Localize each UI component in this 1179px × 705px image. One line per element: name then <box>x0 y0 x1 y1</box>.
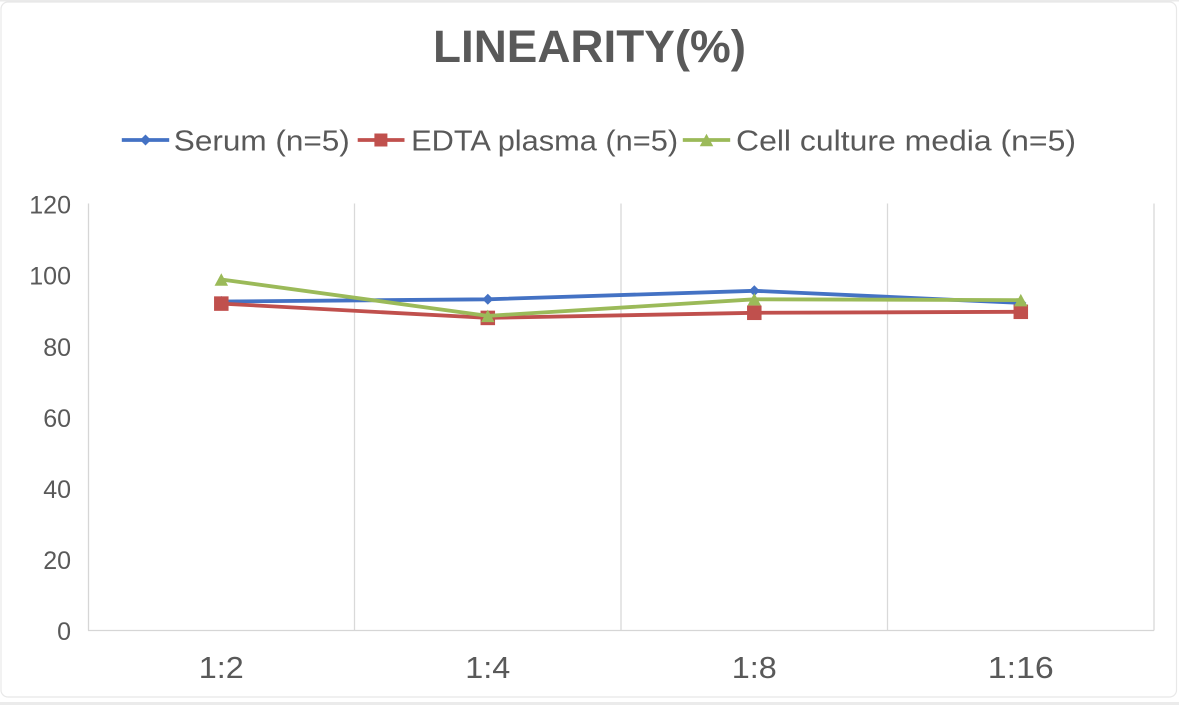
svg-text:1:4: 1:4 <box>465 650 510 685</box>
svg-text:120: 120 <box>29 192 71 220</box>
svg-text:Serum (n=5): Serum (n=5) <box>174 126 350 158</box>
svg-text:1:8: 1:8 <box>732 650 777 685</box>
svg-text:EDTA plasma (n=5): EDTA plasma (n=5) <box>411 126 678 158</box>
svg-text:100: 100 <box>29 263 71 291</box>
svg-text:20: 20 <box>43 547 71 575</box>
svg-text:40: 40 <box>43 476 71 504</box>
svg-text:1:16: 1:16 <box>988 650 1054 685</box>
svg-text:Cell culture media (n=5): Cell culture media (n=5) <box>736 126 1076 158</box>
svg-text:LINEARITY(%): LINEARITY(%) <box>433 21 746 72</box>
svg-text:60: 60 <box>43 405 71 433</box>
svg-text:80: 80 <box>43 334 71 362</box>
svg-text:1:2: 1:2 <box>199 650 244 685</box>
svg-text:0: 0 <box>57 618 71 646</box>
